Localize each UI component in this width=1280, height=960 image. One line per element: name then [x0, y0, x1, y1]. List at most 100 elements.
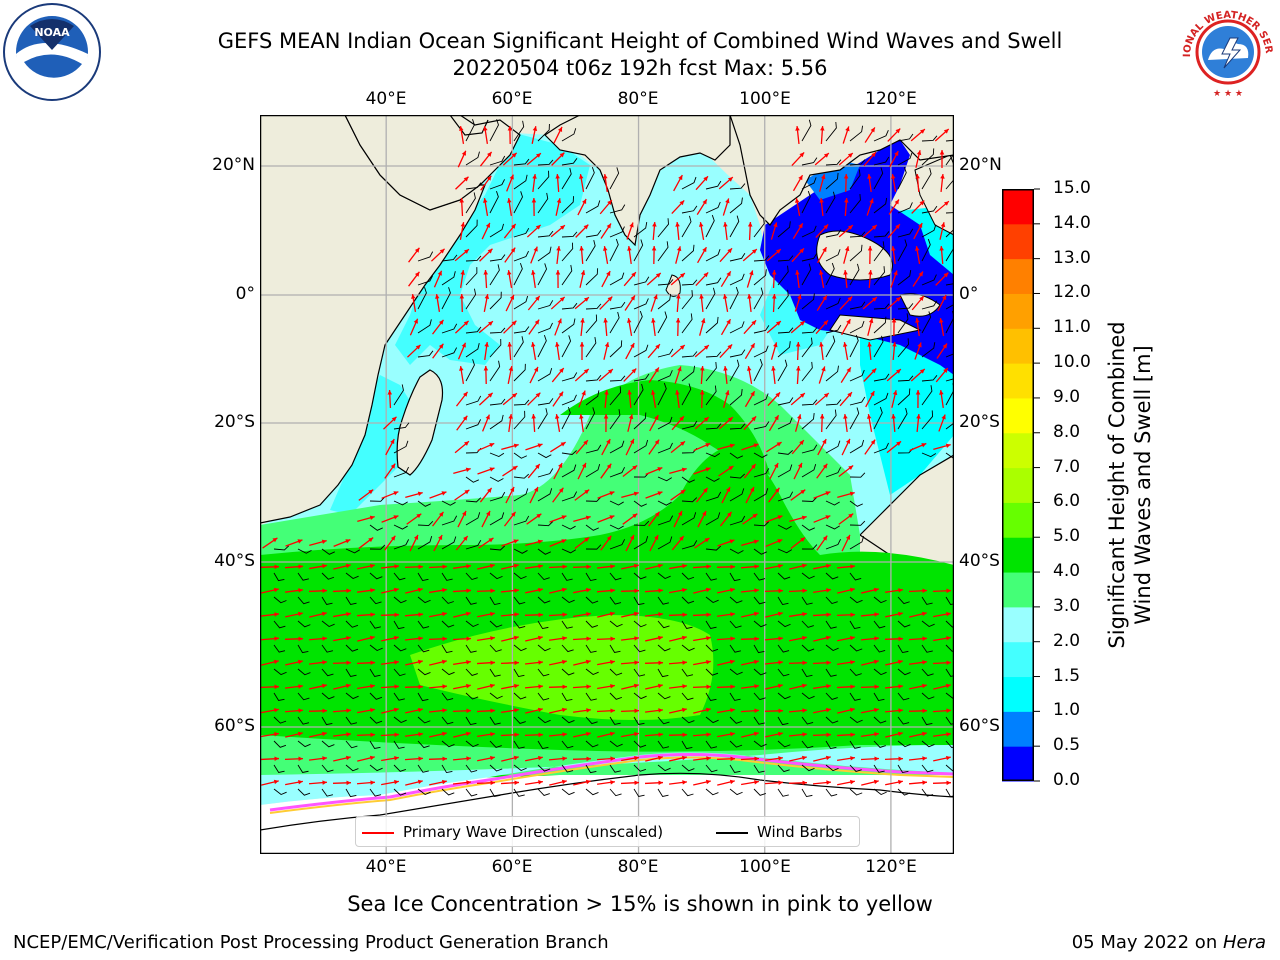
wave-arrow-head	[922, 780, 927, 785]
wave-arrow-head	[778, 660, 783, 665]
wave-arrow-head	[465, 611, 471, 617]
wind-barb	[633, 298, 649, 310]
wave-arrow-head	[557, 318, 562, 324]
wind-barb	[561, 740, 574, 749]
wind-barb	[489, 264, 500, 286]
wind-barb	[489, 788, 501, 798]
wave-arrow-head	[441, 731, 447, 737]
wave-arrow-head	[705, 443, 711, 448]
wave-arrow-head	[895, 224, 900, 230]
wind-barb	[657, 442, 673, 454]
wind-barb	[489, 716, 501, 725]
wind-barb	[465, 572, 478, 581]
wave-arrow-head	[466, 708, 471, 714]
wave-arrow-head	[771, 294, 777, 299]
wind-barb	[801, 524, 815, 531]
wave-arrow-head	[322, 563, 327, 569]
wave-arrow-head	[513, 635, 519, 641]
wind-barb	[273, 788, 287, 796]
wind-barb	[657, 416, 673, 430]
wave-arrow-head	[418, 732, 423, 737]
wave-arrow-head	[513, 539, 519, 544]
wind-barb	[705, 277, 722, 286]
wave-arrow-head	[847, 392, 852, 398]
wave-arrow-head	[346, 635, 351, 641]
wind-barb	[777, 327, 794, 334]
wave-arrow-head	[699, 390, 705, 395]
wave-arrow-head	[655, 344, 660, 350]
wave-arrow-head	[461, 510, 467, 516]
wave-arrow-head	[560, 442, 566, 447]
wave-arrow-head	[390, 535, 396, 541]
wind-barb	[657, 572, 671, 580]
wind-barb	[345, 644, 359, 652]
wave-arrow-head	[438, 343, 444, 349]
wind-barb	[825, 620, 837, 629]
wind-barb	[633, 439, 649, 454]
wave-arrow-head	[921, 443, 927, 448]
wave-arrow-head	[610, 756, 615, 761]
wave-arrow-head	[706, 564, 711, 569]
wind-barb	[921, 716, 933, 726]
wind-barb	[345, 548, 360, 554]
wave-arrow-head	[676, 294, 681, 299]
wave-arrow-head	[490, 755, 495, 761]
wind-barb	[561, 692, 573, 702]
wind-barb	[273, 620, 286, 629]
wind-barb	[777, 644, 790, 653]
wave-arrow-head	[870, 391, 875, 397]
colorbar-swatch	[1002, 467, 1034, 503]
wind-barb	[849, 231, 866, 238]
wind-barb	[585, 692, 597, 701]
wind-barb	[801, 463, 817, 478]
wind-barb	[801, 496, 818, 502]
wave-arrow-head	[610, 659, 615, 665]
wave-arrow-head	[754, 684, 759, 689]
wind-barb	[561, 242, 574, 262]
wind-barb	[681, 512, 697, 526]
wave-arrow-head	[579, 342, 585, 347]
bottom-lon-tick: 40°E	[365, 857, 407, 877]
wind-barb	[561, 196, 574, 214]
wind-barb	[873, 764, 885, 773]
wave-arrow-head	[919, 368, 925, 374]
wind-barb	[537, 368, 553, 382]
wave-arrow-head	[675, 318, 681, 323]
wind-barb	[729, 764, 741, 774]
colorbar-swatch	[1002, 293, 1034, 329]
legend-wind-label: Wind Barbs	[757, 823, 843, 841]
wind-barb	[633, 644, 646, 653]
wind-barb	[417, 596, 431, 604]
wave-arrow-head	[799, 152, 805, 158]
wave-arrow-head	[797, 462, 803, 468]
wind-barb	[633, 373, 650, 382]
wave-arrow-head	[607, 200, 612, 205]
wave-arrow-head	[583, 368, 589, 374]
map-frame	[260, 115, 954, 854]
wave-arrow-head	[825, 491, 831, 496]
wind-barb	[681, 540, 698, 550]
wave-arrow-head	[387, 390, 393, 395]
wave-arrow-head	[483, 126, 488, 131]
wind-barb	[729, 197, 743, 214]
wave-arrow-head	[650, 390, 656, 395]
wind-barb	[945, 716, 954, 725]
wave-arrow-head	[749, 486, 755, 492]
wave-arrow-head	[679, 536, 684, 541]
wind-barb	[441, 740, 455, 748]
wind-barb	[921, 300, 938, 310]
wind-barb	[537, 123, 550, 142]
wind-barb	[849, 369, 865, 382]
wind-barb	[489, 223, 505, 238]
wind-barb	[777, 716, 789, 726]
wind-barb	[609, 572, 622, 581]
wind-barb	[537, 408, 548, 430]
wind-barb	[633, 239, 644, 262]
wind-barb	[513, 473, 530, 479]
wind-barb	[441, 716, 454, 725]
wave-arrow-head	[874, 612, 879, 617]
wave-arrow-head	[486, 510, 491, 516]
wave-arrow-head	[489, 443, 495, 448]
wind-barb	[753, 255, 770, 262]
wave-arrow-head	[818, 270, 824, 275]
